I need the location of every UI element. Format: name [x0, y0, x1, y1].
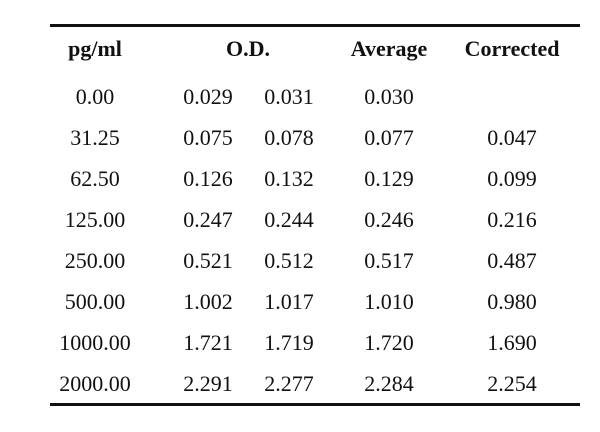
cell-corrected: 1.690: [487, 330, 537, 355]
cell-od-1: 1.002: [183, 289, 233, 314]
cell-corrected: 0.047: [487, 125, 537, 150]
cell-concentration: 2000.00: [59, 371, 131, 396]
cell-od-2: 1.719: [264, 330, 314, 355]
cell-average: 1.720: [364, 330, 414, 355]
cell-average: 0.030: [364, 84, 414, 109]
header-concentration: pg/ml: [68, 36, 122, 61]
cell-od-2: 0.244: [264, 207, 314, 232]
cell-concentration: 500.00: [64, 289, 126, 314]
cell-od-1: 0.029: [183, 84, 233, 109]
cell-average: 0.077: [364, 125, 414, 150]
cell-corrected: 2.254: [487, 371, 537, 396]
header-od: O.D.: [226, 36, 270, 61]
cell-od-2: 1.017: [264, 289, 314, 314]
cell-od-1: 2.291: [183, 371, 233, 396]
cell-corrected: 0.216: [487, 207, 537, 232]
cell-od-1: 0.247: [183, 207, 233, 232]
cell-od-2: 0.031: [264, 84, 314, 109]
cell-corrected: 0.487: [487, 248, 537, 273]
cell-corrected: 0.980: [487, 289, 537, 314]
cell-concentration: 250.00: [64, 248, 126, 273]
cell-concentration: 0.00: [75, 84, 115, 109]
cell-od-2: 0.078: [264, 125, 314, 150]
cell-od-1: 0.075: [183, 125, 233, 150]
header-corrected: Corrected: [464, 36, 560, 61]
cell-od-1: 0.126: [183, 166, 233, 191]
cell-average: 0.129: [364, 166, 414, 191]
cell-average: 0.246: [364, 207, 414, 232]
cell-od-2: 2.277: [264, 371, 314, 396]
cell-concentration: 62.50: [70, 166, 120, 191]
cell-od-1: 0.521: [183, 248, 233, 273]
cell-concentration: 125.00: [64, 207, 126, 232]
cell-od-2: 0.512: [264, 248, 314, 273]
cell-od-1: 1.721: [183, 330, 233, 355]
header-average: Average: [350, 36, 428, 61]
cell-od-2: 0.132: [264, 166, 314, 191]
cell-average: 1.010: [364, 289, 414, 314]
bottom-rule: [50, 403, 580, 406]
cell-corrected: 0.099: [487, 166, 537, 191]
cell-concentration: 31.25: [70, 125, 120, 150]
cell-average: 0.517: [364, 248, 414, 273]
top-rule: [50, 24, 580, 27]
cell-average: 2.284: [364, 371, 414, 396]
cell-concentration: 1000.00: [59, 330, 131, 355]
